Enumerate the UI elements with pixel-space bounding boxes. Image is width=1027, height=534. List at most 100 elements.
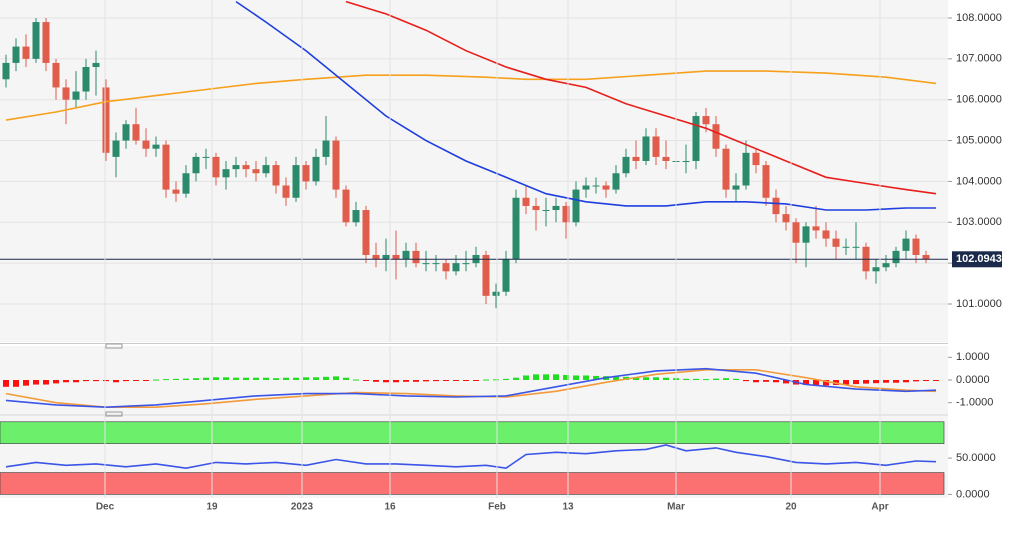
histogram-bar <box>173 378 179 380</box>
candle-body <box>92 62 100 68</box>
y-tick-label: 0.0000 <box>956 374 990 386</box>
zone-band <box>0 421 945 444</box>
histogram-bar <box>283 377 289 380</box>
y-tick-label: 50.0000 <box>956 452 996 464</box>
x-tick-label: 2023 <box>291 502 314 513</box>
candle-body <box>382 254 390 260</box>
candle-body <box>812 226 820 231</box>
candle-body <box>582 185 590 190</box>
x-tick-label: Dec <box>96 502 115 513</box>
histogram-bar <box>353 379 359 381</box>
y-tick-label: 103.0000 <box>956 216 1002 228</box>
candle-body <box>222 169 230 178</box>
candle-body <box>772 197 780 215</box>
y-tick-label: 0.0000 <box>956 488 990 500</box>
candle-body <box>482 254 490 296</box>
histogram-bar <box>373 380 379 382</box>
histogram-bar <box>663 377 669 380</box>
histogram-bar <box>303 377 309 380</box>
candle-body <box>572 189 580 223</box>
histogram-bar <box>723 378 729 380</box>
candle-body <box>602 185 610 190</box>
zone-band <box>0 472 945 495</box>
histogram-bar <box>403 380 409 382</box>
candle-body <box>12 46 20 63</box>
candle-body <box>272 165 280 186</box>
candle-body <box>852 246 860 248</box>
histogram-bar <box>43 380 49 385</box>
x-tick-label: 20 <box>785 502 797 513</box>
histogram-bar <box>63 380 69 383</box>
candle-body <box>502 259 510 292</box>
candle-body <box>732 185 740 190</box>
candle-body <box>542 210 550 212</box>
candle-body <box>912 238 920 255</box>
candle-body <box>182 173 190 194</box>
y-tick-label: -1.0000 <box>956 397 993 409</box>
histogram-bar <box>383 380 389 383</box>
candle-body <box>212 156 220 178</box>
candle-body <box>242 165 250 170</box>
histogram-bar <box>913 380 919 382</box>
histogram-bar <box>93 380 99 382</box>
histogram-bar <box>13 380 19 387</box>
histogram-bar <box>493 379 499 381</box>
histogram-bar <box>3 380 9 387</box>
candle-body <box>312 156 320 182</box>
x-tick-label: Mar <box>667 502 685 513</box>
candle-body <box>902 238 910 251</box>
x-tick-label: Apr <box>871 502 888 513</box>
candle-body <box>172 189 180 194</box>
candle-body <box>462 263 470 265</box>
histogram-bar <box>473 380 479 381</box>
histogram-bar <box>753 380 759 383</box>
candle-body <box>112 140 120 157</box>
candle-body <box>202 156 210 158</box>
histogram-bar <box>23 380 29 386</box>
candle-body <box>42 22 50 63</box>
histogram-bar <box>593 375 599 380</box>
candle-body <box>532 205 540 211</box>
x-tick-label: 19 <box>206 502 218 513</box>
histogram-bar <box>183 378 189 380</box>
candle-body <box>922 254 930 260</box>
histogram-bar <box>933 380 939 381</box>
histogram-bar <box>343 377 349 380</box>
histogram-bar <box>413 380 419 382</box>
candle-body <box>662 156 670 161</box>
histogram-bar <box>463 380 469 381</box>
candle-body <box>742 152 750 186</box>
indicator-line <box>235 0 936 211</box>
histogram-bar <box>803 380 809 385</box>
histogram-bar <box>613 376 619 380</box>
resize-handle[interactable] <box>105 411 123 417</box>
candle-body <box>132 124 140 141</box>
resize-handle[interactable] <box>105 343 123 349</box>
histogram-bar <box>553 374 559 380</box>
y-tick-label: 101.0000 <box>956 298 1002 310</box>
histogram-bar <box>33 380 39 385</box>
candle-body <box>162 144 170 190</box>
histogram-bar <box>153 379 159 381</box>
candle-body <box>702 116 710 125</box>
candle-body <box>82 67 90 92</box>
histogram-bar <box>233 377 239 380</box>
candle-body <box>642 136 650 161</box>
candle-body <box>392 254 400 260</box>
histogram-bar <box>653 377 659 380</box>
histogram-bar <box>163 379 169 381</box>
candle-body <box>32 22 40 59</box>
y-tick-label: 107.0000 <box>956 53 1002 65</box>
candle-body <box>62 87 70 100</box>
histogram-bar <box>203 377 209 380</box>
candle-body <box>362 210 370 255</box>
histogram-bar <box>903 380 909 383</box>
indicator-line <box>5 444 937 470</box>
candle-body <box>712 124 720 149</box>
histogram-bar <box>123 380 129 382</box>
candle-body <box>352 210 360 223</box>
y-tick-label: 1.0000 <box>956 351 990 363</box>
candle-body <box>142 140 150 149</box>
candle-body <box>442 263 450 272</box>
